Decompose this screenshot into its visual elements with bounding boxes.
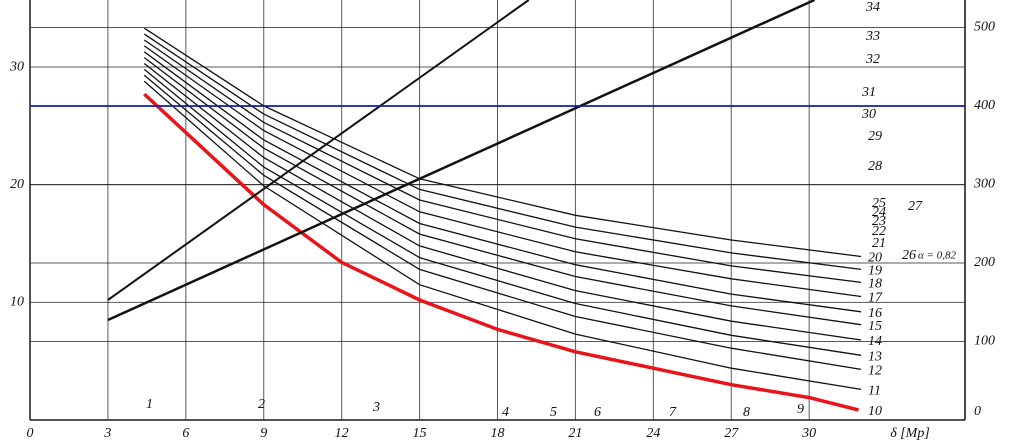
curve-label: 15 [868, 319, 882, 334]
annotation: 21 [872, 236, 886, 251]
curve-label: 19 [868, 264, 882, 279]
annotation: 9 [797, 402, 804, 417]
annotation: 22 [872, 224, 886, 239]
annotation: 29 [868, 129, 882, 144]
curve-label: 11 [868, 384, 881, 399]
x-tick-label: 3 [103, 426, 111, 440]
y2-tick-label: 0 [974, 404, 981, 419]
annotation: 24 [872, 205, 886, 220]
x-tick-label: 21 [568, 426, 582, 440]
y-tick-label: 20 [10, 177, 24, 192]
y-tick-label: 10 [10, 295, 24, 310]
y2-tick-label: 500 [974, 20, 995, 35]
x-tick-label: 15 [413, 426, 427, 440]
annotation: 25 [872, 196, 886, 211]
annotation: 23 [872, 214, 886, 229]
curve-label: 17 [868, 291, 883, 306]
curve-label: 12 [868, 364, 882, 379]
x-tick-label: 0 [27, 426, 34, 440]
y2-tick-label: 400 [974, 98, 995, 113]
x-tick-label: 6 [182, 426, 189, 440]
y2-tick-label: 300 [973, 177, 995, 192]
annotation: 4 [502, 405, 509, 420]
y2-tick-label: 100 [974, 334, 995, 349]
annotation: 26 [902, 248, 916, 263]
series-line [143, 68, 862, 356]
annotation: 2 [258, 397, 265, 412]
curve-label: 14 [868, 334, 882, 349]
series-line [143, 27, 862, 258]
curve-label: 16 [868, 306, 882, 321]
series-line [143, 45, 862, 298]
y-tick-label: 30 [9, 59, 24, 74]
x-tick-label: 30 [801, 426, 816, 440]
curve-label: 13 [868, 350, 882, 365]
annotation: 1 [146, 397, 153, 412]
series-line [143, 39, 862, 284]
annotation: 34 [865, 0, 880, 15]
annotation: 31 [861, 85, 876, 100]
x-axis-label: δ [Mp] [890, 426, 930, 440]
annotation: 5 [550, 405, 557, 420]
annotation: 32 [865, 52, 880, 67]
series-line [143, 57, 862, 326]
series-line [143, 80, 862, 391]
x-tick-label: 18 [491, 426, 505, 440]
series-line [143, 33, 862, 271]
series-line [143, 62, 862, 341]
annotation: 8 [743, 405, 750, 420]
series-line [143, 51, 862, 313]
annotation: 27 [908, 199, 923, 214]
curve-label: 18 [868, 277, 882, 292]
series-line [107, 0, 815, 322]
series-line [107, 0, 530, 301]
annotation: 30 [861, 107, 876, 122]
x-tick-label: 12 [335, 426, 349, 440]
x-tick-label: 24 [646, 426, 660, 440]
annotation: α = 0,82 [918, 250, 956, 262]
annotation: 33 [865, 29, 880, 44]
series-line [143, 74, 862, 371]
curve-label: 10 [868, 404, 882, 419]
x-tick-label: 27 [724, 426, 739, 440]
curve-label: 20 [868, 251, 882, 266]
annotation: 6 [594, 405, 601, 420]
x-tick-label: 9 [260, 426, 267, 440]
annotation: 28 [868, 159, 882, 174]
annotation: 7 [669, 405, 677, 420]
annotation: 3 [372, 400, 380, 415]
y2-tick-label: 200 [974, 255, 995, 270]
series-line [143, 92, 859, 412]
